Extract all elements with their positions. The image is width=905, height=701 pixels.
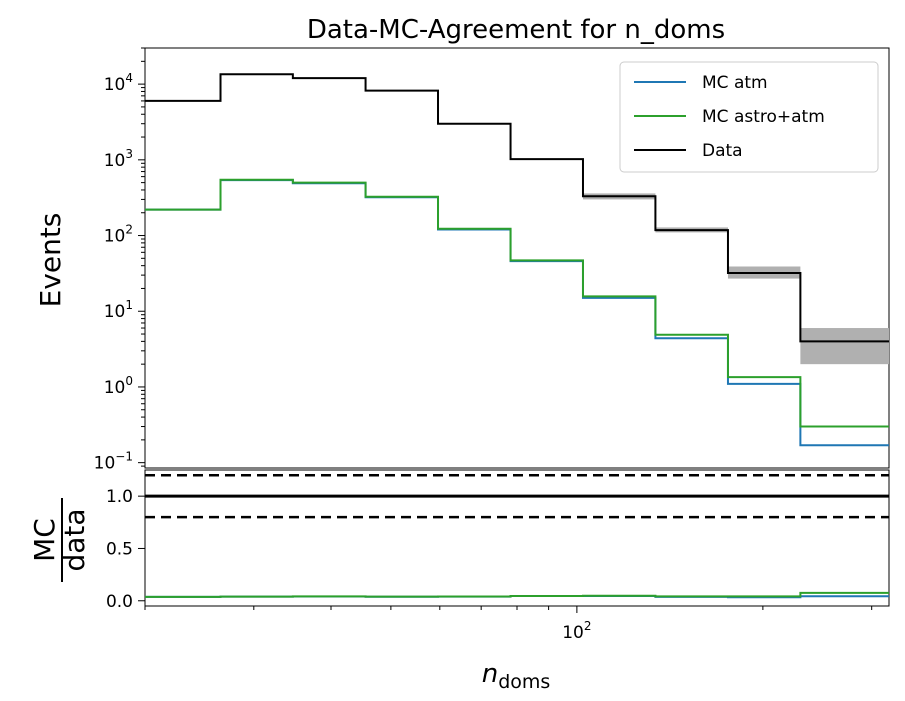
legend-label-2: Data: [702, 141, 743, 161]
y-tick-label-0: 104: [104, 71, 133, 95]
ratio-series-group: [145, 591, 889, 599]
data-error-band: [582, 193, 889, 365]
series-line-mc-astro-atm: [145, 178, 889, 428]
x-tick-label-0: 102: [562, 619, 591, 643]
ratio-reference-lines: [145, 473, 889, 519]
ratio-panel: 0.0 0.5 1.0 102: [106, 469, 890, 643]
ratio-plot-frame: [144, 469, 890, 607]
main-y-ticks: 104 103 102 101 100 10−1: [94, 47, 145, 474]
x-axis-label-subscript: doms: [498, 671, 550, 693]
main-panel: 104 103 102 101 100 10−1 MC atm MC astro+atm Da…: [94, 47, 890, 474]
ratio-y-axis-label: MC data: [28, 498, 91, 582]
y-tick-label-3: 101: [104, 298, 133, 322]
ratio-y-tick-label-0: 0.0: [106, 592, 133, 612]
chart-title: Data-MC-Agreement for n_doms: [307, 15, 725, 45]
ratio-y-tick-label-2: 1.0: [106, 487, 133, 507]
y-tick-label-5: 10−1: [94, 450, 133, 474]
ratio-line-mc-astro-atm: [145, 591, 889, 598]
main-series-group: [145, 73, 889, 447]
legend: MC atm MC astro+atm Data: [619, 61, 879, 173]
series-line-mc-atm: [145, 179, 889, 447]
y-tick-label-4: 100: [104, 374, 133, 398]
ratio-label-denominator: data: [58, 508, 91, 571]
y-tick-label-2: 102: [104, 223, 133, 247]
x-axis-label: ndoms: [482, 659, 551, 693]
y-tick-label-1: 103: [104, 147, 133, 171]
legend-label-0: MC atm: [702, 73, 768, 93]
ratio-label-numerator: MC: [28, 518, 61, 562]
main-y-axis-label: Events: [34, 213, 67, 308]
ratio-y-ticks: 0.0 0.5 1.0: [106, 487, 145, 612]
error-band-3: [800, 328, 889, 365]
series-line-data: [145, 73, 889, 343]
legend-label-1: MC astro+atm: [702, 107, 825, 127]
x-axis-label-main: n: [482, 659, 498, 689]
legend-box: [619, 61, 879, 173]
x-ticks: 102: [144, 606, 873, 643]
ratio-y-tick-label-1: 0.5: [106, 539, 133, 559]
